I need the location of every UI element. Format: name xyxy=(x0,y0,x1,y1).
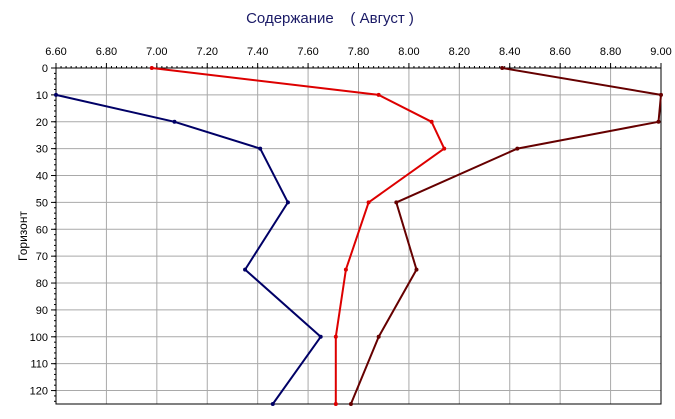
series-group xyxy=(54,66,663,406)
series-0-point-5 xyxy=(318,334,323,339)
tick-labels: 6.60 6.80 7.00 7.20 7.40 7.60 7.80 8.00 8.20 8.40… xyxy=(30,46,672,398)
series-0-point-4 xyxy=(243,267,248,272)
y-tick-label-1: 10 xyxy=(36,90,48,102)
x-tick-label-10: 8.60 xyxy=(549,46,570,58)
y-tick-label-3: 30 xyxy=(36,144,48,156)
x-tick-label-6: 7.80 xyxy=(348,46,369,58)
y-tick-label-4: 40 xyxy=(36,171,48,183)
series-2-point-5 xyxy=(414,267,419,272)
y-tick-label-2: 20 xyxy=(36,117,48,129)
series-1-point-5 xyxy=(343,267,348,272)
y-tick-label-8: 80 xyxy=(36,278,48,290)
x-tick-label-8: 8.20 xyxy=(449,46,470,58)
y-tick-label-5: 50 xyxy=(36,197,48,209)
series-2-point-0 xyxy=(500,66,505,70)
x-tick-label-3: 7.20 xyxy=(197,46,218,58)
series-1-point-7 xyxy=(333,402,338,406)
grid xyxy=(55,67,662,404)
x-tick-label-0: 6.60 xyxy=(45,46,66,58)
series-1-point-4 xyxy=(366,200,371,205)
series-2-point-3 xyxy=(515,146,520,151)
y-tick-label-12: 120 xyxy=(30,386,48,398)
x-tick-label-9: 8.40 xyxy=(499,46,520,58)
series-line-2 xyxy=(349,67,662,405)
series-2-point-6 xyxy=(376,334,381,339)
series-line-1 xyxy=(151,67,446,404)
series-0-point-6 xyxy=(270,402,275,406)
series-2-point-1 xyxy=(659,92,663,97)
series-1-point-2 xyxy=(429,119,434,124)
y-tick-label-0: 0 xyxy=(42,63,48,75)
y-tick-label-9: 90 xyxy=(36,305,48,317)
series-0-point-1 xyxy=(172,119,177,124)
series-0-point-0 xyxy=(54,92,58,97)
x-tick-label-5: 7.60 xyxy=(297,46,318,58)
y-tick-label-7: 70 xyxy=(36,251,48,263)
series-2-point-2 xyxy=(656,119,661,124)
chart-title: Содержание ( Август ) xyxy=(246,10,414,27)
series-0-point-2 xyxy=(258,146,263,151)
series-1-point-6 xyxy=(333,334,338,339)
series-1-point-3 xyxy=(442,146,447,151)
y-tick-label-6: 60 xyxy=(36,224,48,236)
y-axis-label: Горизонт xyxy=(16,211,30,261)
x-tick-label-7: 8.00 xyxy=(398,46,419,58)
series-2-point-7 xyxy=(348,402,353,406)
series-1-point-1 xyxy=(376,92,381,97)
axis-ticks xyxy=(51,63,662,402)
x-tick-label-4: 7.40 xyxy=(247,46,268,58)
x-tick-label-1: 6.80 xyxy=(96,46,117,58)
series-2-point-4 xyxy=(394,200,399,205)
x-tick-label-12: 9.00 xyxy=(650,46,671,58)
series-1-point-0 xyxy=(149,66,154,70)
y-tick-label-11: 110 xyxy=(30,359,48,371)
y-tick-label-10: 100 xyxy=(30,332,48,344)
x-tick-label-2: 7.00 xyxy=(146,46,167,58)
x-tick-label-11: 8.80 xyxy=(600,46,621,58)
series-line-0 xyxy=(55,93,322,405)
series-0-point-3 xyxy=(285,200,290,205)
